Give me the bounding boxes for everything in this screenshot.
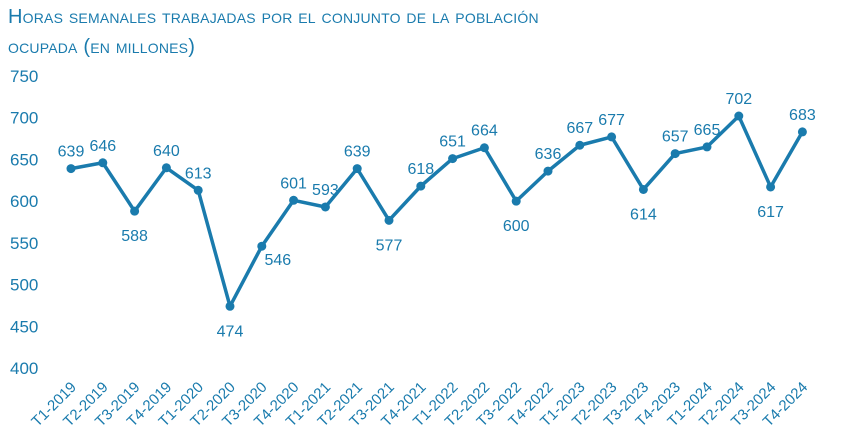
data-label: 614 bbox=[630, 206, 657, 223]
data-label: 636 bbox=[535, 146, 562, 163]
data-point bbox=[384, 215, 394, 225]
data-label: 651 bbox=[439, 134, 466, 151]
data-label: 702 bbox=[725, 91, 752, 108]
chart-title-line-2: ocupada (en millones) bbox=[8, 36, 196, 58]
data-point bbox=[289, 195, 299, 205]
data-label: 667 bbox=[566, 120, 593, 137]
data-point bbox=[479, 143, 489, 153]
data-point bbox=[734, 111, 744, 121]
y-tick-label: 500 bbox=[10, 276, 38, 295]
data-point bbox=[702, 142, 712, 152]
data-point bbox=[98, 158, 108, 168]
chart-title-line-1: Horas semanales trabajadas por el conjun… bbox=[8, 6, 539, 28]
data-label: 601 bbox=[280, 175, 307, 192]
data-point bbox=[670, 149, 680, 159]
y-tick-label: 650 bbox=[10, 150, 38, 169]
data-label: 613 bbox=[185, 165, 212, 182]
data-label: 665 bbox=[694, 122, 721, 139]
data-point bbox=[575, 140, 585, 150]
data-label: 474 bbox=[217, 323, 244, 340]
data-label: 640 bbox=[153, 143, 180, 160]
data-point bbox=[797, 127, 807, 137]
data-point bbox=[607, 132, 617, 142]
data-label: 588 bbox=[121, 228, 148, 245]
y-tick-label: 750 bbox=[10, 67, 38, 86]
data-point bbox=[161, 163, 171, 173]
data-label: 646 bbox=[89, 138, 116, 155]
y-tick-label: 450 bbox=[10, 317, 38, 336]
data-point bbox=[543, 166, 553, 176]
data-label: 593 bbox=[312, 182, 339, 199]
data-point bbox=[225, 301, 235, 311]
data-label: 546 bbox=[264, 252, 291, 269]
data-point bbox=[66, 164, 76, 174]
data-label: 683 bbox=[789, 107, 816, 124]
data-label: 617 bbox=[757, 204, 784, 221]
y-axis: 400 450 500 550 600 650 700 750 bbox=[10, 67, 38, 378]
chart-title: Horas semanales trabajadas por el conjun… bbox=[8, 2, 828, 62]
series-horas bbox=[66, 111, 807, 311]
data-point bbox=[511, 196, 521, 206]
data-label: 577 bbox=[376, 237, 403, 254]
data-label: 600 bbox=[503, 218, 530, 235]
x-axis: T1-2019T2-2019T3-2019T4-2019T1-2020T2-20… bbox=[28, 379, 811, 431]
data-point bbox=[416, 181, 426, 191]
data-label: 639 bbox=[344, 144, 371, 161]
data-label: 657 bbox=[662, 129, 689, 146]
data-label: 639 bbox=[58, 144, 85, 161]
data-point bbox=[257, 241, 267, 251]
y-tick-label: 400 bbox=[10, 359, 38, 378]
data-point bbox=[352, 164, 362, 174]
data-point bbox=[193, 185, 203, 195]
data-point bbox=[638, 184, 648, 194]
data-point bbox=[448, 154, 458, 164]
series-line bbox=[69, 114, 805, 309]
data-label: 677 bbox=[598, 112, 625, 129]
y-tick-label: 700 bbox=[10, 109, 38, 128]
data-point bbox=[766, 182, 776, 192]
data-label: 618 bbox=[407, 161, 434, 178]
y-tick-label: 550 bbox=[10, 234, 38, 253]
y-tick-label: 600 bbox=[10, 192, 38, 211]
data-point bbox=[130, 206, 140, 216]
data-point bbox=[320, 202, 330, 212]
data-label: 664 bbox=[471, 123, 498, 140]
